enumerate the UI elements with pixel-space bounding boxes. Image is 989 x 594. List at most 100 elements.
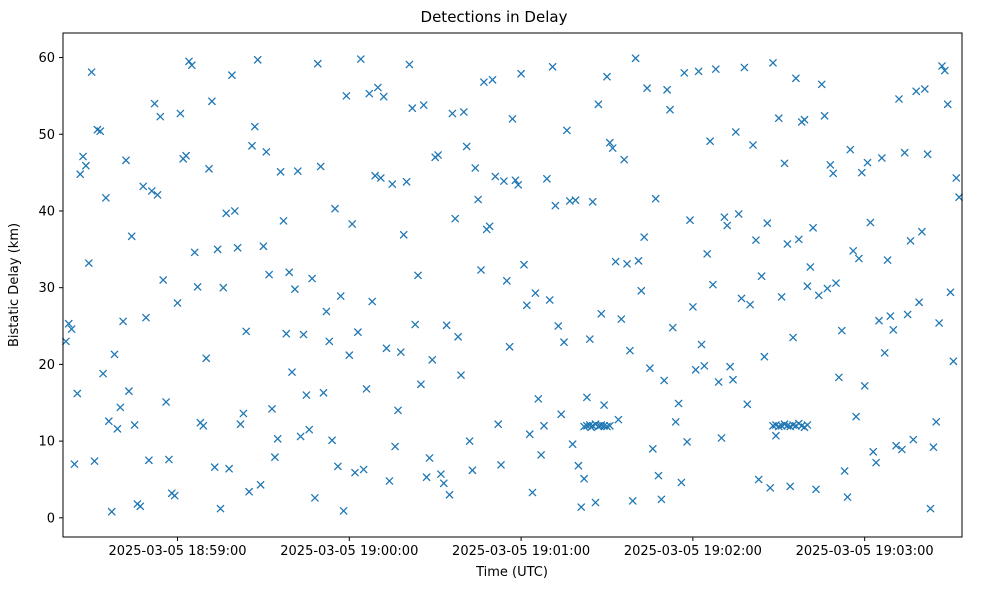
data-point-marker [869,447,878,456]
data-point-marker [800,115,809,124]
data-point-marker [70,460,79,468]
data-point-marker [205,164,213,173]
data-point-marker [511,176,520,185]
data-point-marker [829,169,838,178]
data-point-marker [563,126,571,135]
data-point-marker [288,368,296,376]
data-point-marker [76,170,85,179]
data-point-marker [952,174,961,182]
data-point-marker [139,182,148,191]
data-point-marker [382,344,391,353]
data-point-marker [537,451,545,459]
data-point-marker [99,369,107,378]
data-point-marker [356,55,365,63]
y-tick-label: 10 [38,435,55,450]
data-point-marker [125,387,133,396]
data-point-marker [328,436,336,445]
data-point-marker [803,421,812,429]
data-point-marker [362,385,371,393]
data-point-marker [543,174,551,183]
data-point-marker [162,398,170,406]
data-point-marker [368,297,377,306]
data-point-marker [548,62,557,71]
data-point-marker [122,156,130,165]
data-point-marker [213,245,222,254]
data-point-marker [720,213,729,221]
data-point-marker [763,219,772,228]
data-point-marker [898,445,906,454]
data-point-marker [82,161,90,170]
data-point-marker [846,145,855,154]
data-point-marker [62,337,70,346]
data-point-marker [806,263,815,271]
data-point-marker [835,373,843,382]
data-point-marker [102,194,110,202]
data-point-marker [909,435,918,444]
data-point-marker [752,236,760,244]
data-point-marker [296,432,305,441]
data-point-marker [471,164,480,172]
data-point-marker [923,150,932,159]
data-point-marker [517,69,525,78]
data-point-marker [190,248,199,257]
data-point-marker [783,240,792,248]
data-point-marker [365,89,374,98]
data-point-marker [823,284,832,293]
data-point-marker [918,227,926,236]
data-point-marker [674,399,683,408]
data-point-marker [488,75,497,84]
data-point-marker [239,409,248,418]
data-point-marker [405,60,414,69]
axes-frame [62,32,963,538]
data-point-marker [485,222,494,231]
data-point-marker [276,167,285,176]
data-point-marker [522,301,531,310]
x-ticks: 2025-03-05 18:59:00 2025-03-05 19:00:00 20… [108,537,934,559]
data-point-marker [468,466,477,475]
data-point-marker [442,321,451,330]
y-tick-label: 60 [38,51,55,66]
data-point-marker [339,507,348,515]
data-point-marker [812,485,820,494]
data-point-marker [185,57,193,66]
data-point-marker [130,421,139,429]
data-point-marker [414,271,422,280]
data-point-marker [500,177,508,185]
data-point-marker [411,320,420,329]
data-point-marker [313,59,322,68]
data-point-marker [282,329,291,338]
data-point-marker [757,272,766,281]
data-point-marker [256,480,265,489]
data-point-marker [671,418,680,426]
data-point-marker [202,354,211,363]
data-point-marker [855,254,863,263]
data-point-marker [614,415,623,424]
data-point-marker [465,437,474,445]
data-point-marker [680,69,689,77]
data-point-marker [176,109,185,118]
x-tick-label: 2025-03-05 18:59:00 [108,544,246,559]
data-point-marker [497,461,505,469]
data-point-marker [585,335,594,343]
data-point-marker [723,221,732,230]
data-point-marker [737,294,746,303]
data-point-marker [285,268,294,277]
data-point-marker [946,288,955,297]
data-point-marker [580,474,588,483]
data-point-marker [860,382,869,390]
data-point-marker [657,495,666,504]
data-point-marker [434,151,442,159]
data-point-marker [689,303,697,311]
data-point-marker [608,144,617,152]
y-tick-label: 0 [47,511,55,526]
data-point-marker [291,285,299,294]
data-point-marker [534,395,543,403]
data-point-marker [857,168,866,177]
data-point-marker [666,105,674,114]
data-point-marker [311,494,319,502]
data-point-marker [872,458,880,467]
data-point-marker [938,62,946,70]
data-point-marker [271,453,279,462]
data-point-marker [792,74,800,83]
